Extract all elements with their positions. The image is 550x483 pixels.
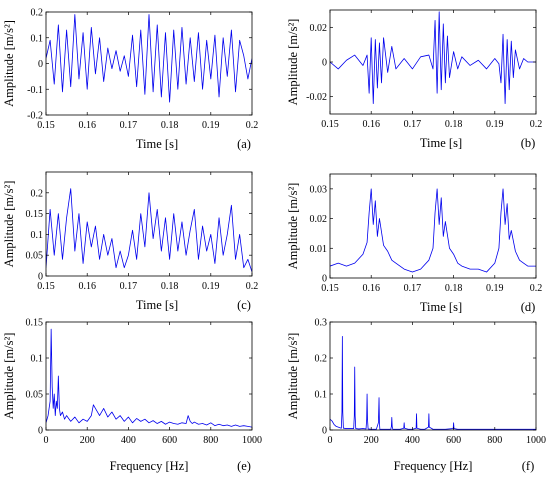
panel-f-xtick-label: 800 [487,435,502,446]
panel-c-ytick-label: 0.2 [31,188,44,199]
panel-d-xtick-label: 0.18 [445,283,463,294]
panel-f-xtick-label: 0 [328,435,333,446]
panel-e: Amplitude [m/s²] Frequency [Hz] (e) 0 200… [2,318,262,474]
panel-d-xtick-label: 0.16 [362,283,380,294]
panel-d-label: (d) [521,300,536,314]
panel-d-ytick-label: 0.02 [310,214,328,225]
panel-f-xtick-label: 200 [364,435,379,446]
panel-d-frame [329,173,537,279]
panel-e-trace [46,328,252,428]
panel-f: Amplitude [m/s²] Frequency [Hz] (f) 0 200… [286,318,546,474]
panel-e-label: (e) [237,459,251,473]
panel-f-ytick-label: 0.2 [315,354,328,365]
panel-c-xtick-label: 0.16 [78,281,96,292]
panel-a-ytick-label: -0.2 [27,111,43,122]
panel-a-xtick-label: 0.16 [78,120,96,131]
panel-b-ytick-label: 0 [322,58,327,69]
panel-a-ytick-label: 0.2 [31,8,44,19]
panel-c: Amplitude [m/s²] Time [s] (c) 0.15 0.16 0.… [2,171,259,312]
panel-e-ytick-label: 0.05 [26,390,44,401]
panel-a-xtick-label: 0.2 [246,120,259,131]
panel-f-xtick-label: 400 [405,435,420,446]
panel-c-frame [45,171,253,277]
panel-e-xlabel: Frequency [Hz] [110,459,189,473]
panel-d-trace [330,188,536,273]
panel-a-label: (a) [237,137,251,151]
panel-c-xtick-label: 0.19 [202,281,220,292]
panel-b-xtick-label: 0.19 [486,119,504,130]
panel-f-label: (f) [522,459,535,473]
panel-a-xtick-label: 0.17 [120,120,138,131]
panel-a-xtick-label: 0.15 [37,120,55,131]
panel-a-xtick-label: 0.19 [202,120,220,131]
panel-d-xtick-label: 0.17 [404,283,422,294]
panel-b-xtick-label: 0.15 [321,119,339,130]
panel-e-xtick-label: 0 [44,435,49,446]
panel-f-ytick-label: 0 [322,426,327,437]
panel-f-xtick-label: 600 [446,435,461,446]
panel-e-frame [45,321,253,431]
panel-f-xlabel: Frequency [Hz] [394,459,473,473]
panel-c-ylabel: Amplitude [m/s²] [2,181,16,268]
panel-c-xlabel: Time [s] [136,298,178,312]
panel-a-trace [46,14,252,103]
panel-d-ytick-label: 0 [322,274,327,285]
panel-d-ytick-label: 0.01 [310,244,328,255]
panel-d-ylabel: Amplitude [m/s²] [286,183,300,270]
panel-b-xtick-label: 0.16 [362,119,380,130]
panel-c-ytick-label: 0 [38,272,43,283]
panel-d-xtick-label: 0.19 [486,283,504,294]
panel-b-xlabel: Time [s] [420,136,462,150]
panel-e-xtick-label: 400 [121,435,136,446]
panel-b-label: (b) [521,136,536,150]
panel-c-xtick-label: 0.15 [37,281,55,292]
panel-c-xtick-label: 0.2 [246,281,259,292]
panel-e-xtick-label: 1000 [242,435,262,446]
panel-c-trace [46,188,252,272]
panel-c-xtick-label: 0.18 [161,281,179,292]
panel-e-ytick-label: 0.15 [26,318,44,329]
panel-f-frame [329,321,537,431]
panel-f-xtick-label: 1000 [526,435,546,446]
panel-c-ytick-label: 0.1 [31,230,44,241]
panel-e-xtick-label: 800 [203,435,218,446]
panel-d: Amplitude [m/s²] Time [s] (d) 0.15 0.16 0.… [286,173,543,314]
panel-b-xtick-label: 0.2 [530,119,543,130]
panel-c-label: (c) [237,298,251,312]
panel-b-ytick-label: 0.02 [310,23,328,34]
panel-e-ytick-label: 0.1 [31,354,44,365]
panel-c-ytick-label: 0.05 [26,251,44,262]
panel-d-ytick-label: 0.03 [310,184,328,195]
panel-a-xlabel: Time [s] [136,137,178,151]
panel-b-xtick-label: 0.17 [404,119,422,130]
panel-e-ytick-label: 0 [38,426,43,437]
panel-f-ytick-label: 0.1 [315,390,328,401]
panel-f-trace [330,336,536,430]
panel-a-ytick-label: 0 [38,59,43,70]
panel-b: Amplitude [m/s²] Time [s] (b) 0.15 0.16 0.… [286,9,543,150]
panel-a-ytick-label: -0.1 [27,85,43,96]
panel-a-ytick-label: 0.1 [31,33,44,44]
panel-d-xtick-label: 0.15 [321,283,339,294]
panel-b-ytick-label: -0.02 [306,92,327,103]
panel-e-xtick-label: 200 [80,435,95,446]
panel-b-trace [330,11,536,104]
panel-a-xtick-label: 0.18 [161,120,179,131]
panel-e-xtick-label: 600 [162,435,177,446]
panel-f-ytick-label: 0.3 [315,318,328,329]
panel-d-xtick-label: 0.2 [530,283,543,294]
panel-e-ylabel: Amplitude [m/s²] [2,333,16,420]
panel-d-xlabel: Time [s] [420,300,462,314]
panel-c-ytick-label: 0.15 [26,209,44,220]
panel-c-xtick-label: 0.17 [120,281,138,292]
panel-a-ylabel: Amplitude [m/s²] [2,20,16,107]
panel-a: Amplitude [m/s²] Time [s] (a) 0.15 0.16 0.… [2,8,258,152]
panel-f-ylabel: Amplitude [m/s²] [286,333,300,420]
panel-b-ylabel: Amplitude [m/s²] [286,19,300,106]
panel-b-xtick-label: 0.18 [445,119,463,130]
